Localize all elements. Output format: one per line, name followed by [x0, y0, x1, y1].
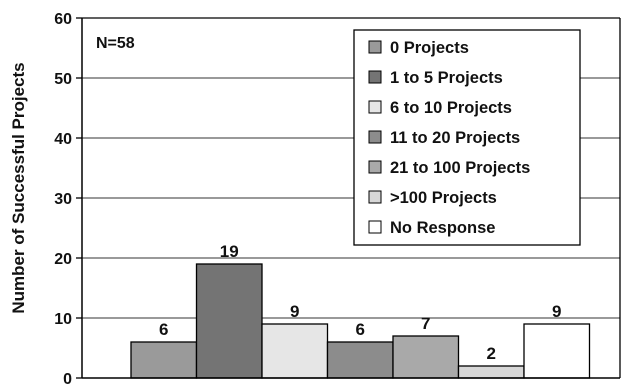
legend-swatch	[368, 160, 382, 174]
bar-value-label: 6	[356, 320, 365, 339]
bar-value-label: 19	[220, 242, 239, 261]
y-tick-label: 60	[54, 11, 72, 28]
bar-value-labels: 6 19 9 6 7 2 9	[159, 242, 561, 363]
legend-label: 1 to 5 Projects	[390, 69, 503, 87]
legend-box	[353, 29, 581, 246]
bar	[195, 263, 263, 379]
bar-value-label: 9	[290, 302, 299, 321]
legend-swatch	[368, 190, 382, 204]
sample-size-note: N=58	[96, 35, 135, 52]
bar-value-label: 2	[487, 344, 496, 363]
bar-value-label: 9	[552, 302, 561, 321]
y-tick-label: 0	[63, 371, 72, 385]
y-tick-label: 30	[54, 191, 72, 208]
bars	[130, 263, 591, 379]
y-tick-label: 50	[54, 71, 72, 88]
legend-swatch	[368, 100, 382, 114]
y-tick-label: 10	[54, 311, 72, 328]
bar	[261, 323, 329, 379]
legend-label: 0 Projects	[390, 39, 469, 57]
y-axis-label: Number of Successful Projects	[9, 62, 28, 313]
legend-label: 6 to 10 Projects	[390, 99, 512, 117]
legend: 0 Projects 1 to 5 Projects 6 to 10 Project…	[353, 29, 581, 246]
axes	[76, 17, 621, 379]
bar	[130, 341, 198, 379]
legend-swatch	[368, 220, 382, 234]
bar-value-label: 7	[421, 314, 430, 333]
legend-swatch	[368, 40, 382, 54]
bar	[457, 365, 525, 379]
legend-label: 11 to 20 Projects	[390, 129, 520, 147]
y-tick-labels: 0 10 20 30 40 50 60	[54, 11, 72, 385]
bar	[392, 335, 460, 379]
y-tick-label: 40	[54, 131, 72, 148]
bar	[326, 341, 394, 379]
bar-value-label: 6	[159, 320, 168, 339]
bar	[523, 323, 591, 379]
legend-swatch	[368, 70, 382, 84]
legend-label: >100 Projects	[390, 189, 497, 207]
legend-label: 21 to 100 Projects	[390, 159, 530, 177]
y-tick-label: 20	[54, 251, 72, 268]
legend-swatch	[368, 130, 382, 144]
legend-label: No Response	[390, 219, 495, 237]
